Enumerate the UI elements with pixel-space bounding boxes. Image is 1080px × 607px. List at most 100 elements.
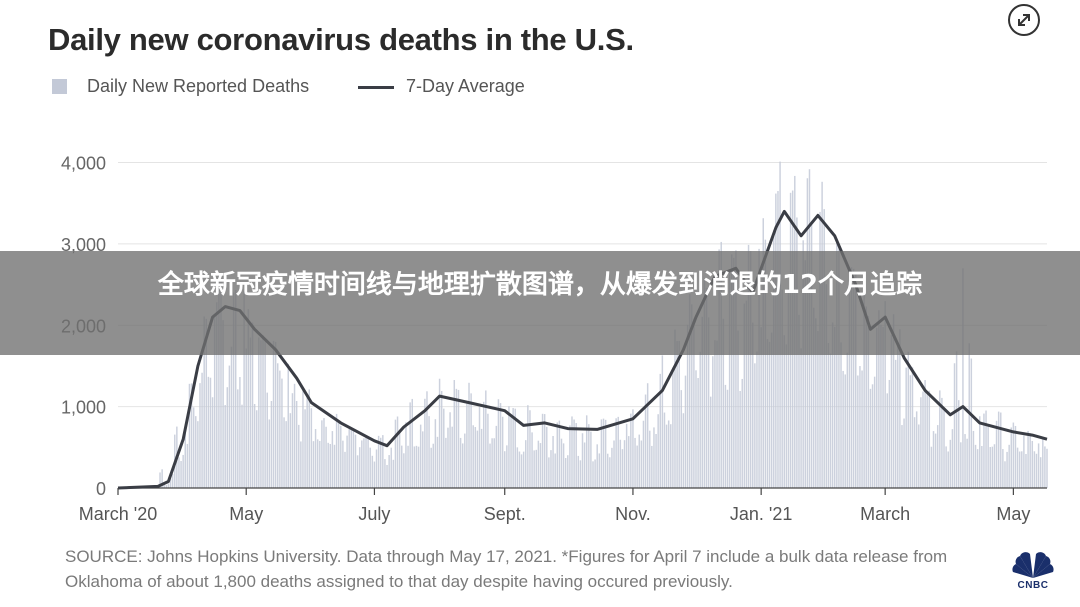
daily-death-bar xyxy=(192,407,195,488)
daily-death-bar xyxy=(251,322,254,488)
daily-death-bar xyxy=(453,380,456,488)
daily-death-bar xyxy=(798,314,800,488)
daily-death-bar xyxy=(890,334,893,488)
daily-death-bar xyxy=(382,435,384,488)
daily-death-bar xyxy=(997,411,1000,488)
daily-death-bar xyxy=(842,370,844,488)
daily-death-bar xyxy=(1004,461,1006,488)
expand-arrows-icon[interactable] xyxy=(1008,4,1040,36)
daily-death-bar xyxy=(388,455,390,488)
daily-death-bar xyxy=(293,383,296,488)
daily-death-bar xyxy=(190,383,193,488)
daily-death-bar xyxy=(943,408,945,488)
daily-death-bar xyxy=(810,223,813,488)
daily-death-bar xyxy=(1042,437,1044,488)
y-tick-label: 4,000 xyxy=(61,154,106,174)
daily-death-bar xyxy=(533,450,535,488)
daily-death-bar xyxy=(718,249,720,488)
daily-death-bar xyxy=(817,331,819,488)
daily-death-bar xyxy=(756,351,758,488)
daily-death-bar xyxy=(985,410,987,488)
daily-death-bar xyxy=(833,326,836,488)
daily-death-bar xyxy=(617,416,619,488)
daily-death-bar xyxy=(476,430,479,488)
daily-death-bar xyxy=(716,340,718,488)
daily-death-bar xyxy=(857,375,859,488)
daily-death-bar xyxy=(331,431,334,488)
daily-death-bar xyxy=(621,449,624,488)
daily-death-bar xyxy=(560,438,563,488)
daily-death-bar xyxy=(743,303,746,488)
daily-death-bar xyxy=(165,484,168,488)
daily-death-bar xyxy=(968,343,970,488)
daily-death-bar xyxy=(1046,448,1048,488)
daily-death-bar xyxy=(432,443,435,488)
daily-death-bar xyxy=(510,415,512,488)
daily-death-bar xyxy=(522,451,525,488)
daily-death-bar xyxy=(726,389,729,488)
daily-death-bar xyxy=(234,289,237,488)
daily-death-bar xyxy=(518,451,521,488)
daily-death-bar xyxy=(646,383,649,488)
daily-death-bar xyxy=(701,316,704,488)
daily-death-bar xyxy=(634,437,636,488)
daily-death-bar xyxy=(1037,443,1040,488)
daily-death-bar xyxy=(581,433,584,488)
daily-death-bar xyxy=(728,271,731,488)
daily-death-bar xyxy=(379,437,382,488)
daily-death-bar xyxy=(245,348,247,488)
daily-death-bar xyxy=(310,408,313,488)
daily-death-bar xyxy=(295,401,298,488)
daily-death-bar xyxy=(224,405,226,488)
daily-death-bar xyxy=(514,408,516,488)
daily-death-bar xyxy=(253,404,256,488)
daily-death-bar xyxy=(867,316,870,488)
daily-death-bar xyxy=(970,358,973,488)
daily-death-bar xyxy=(932,431,935,488)
daily-death-bar xyxy=(939,390,941,488)
daily-death-bar xyxy=(281,378,283,488)
daily-death-bar xyxy=(279,370,281,488)
daily-death-bar xyxy=(348,429,350,488)
daily-death-bar xyxy=(920,397,922,488)
daily-death-bar xyxy=(564,458,567,488)
daily-death-bar xyxy=(392,459,395,488)
daily-death-bar xyxy=(722,318,725,488)
daily-death-bar xyxy=(981,446,983,488)
daily-death-bar xyxy=(884,301,886,488)
daily-death-bar xyxy=(604,419,607,488)
daily-death-bar xyxy=(901,425,903,488)
daily-death-bar xyxy=(529,410,531,488)
daily-death-bar xyxy=(674,329,676,488)
daily-death-bar xyxy=(550,450,552,488)
daily-death-bar xyxy=(316,439,319,488)
daily-death-bar xyxy=(363,438,365,488)
daily-death-bar xyxy=(455,388,458,488)
daily-death-bar xyxy=(356,455,359,488)
daily-death-bar xyxy=(237,389,239,488)
daily-death-bar xyxy=(491,438,493,488)
daily-death-bar xyxy=(1039,457,1042,488)
daily-death-bar xyxy=(907,351,910,488)
daily-death-bar xyxy=(1021,451,1023,488)
daily-death-bar xyxy=(764,239,767,488)
daily-death-bar xyxy=(394,419,397,488)
daily-death-bar xyxy=(894,359,897,488)
daily-death-bar xyxy=(812,307,815,488)
daily-death-bar xyxy=(594,459,596,488)
daily-death-bar xyxy=(703,279,706,488)
daily-death-bar xyxy=(1027,430,1029,488)
daily-death-bar xyxy=(846,352,849,488)
daily-death-bar xyxy=(873,376,876,488)
daily-death-bar xyxy=(888,379,891,488)
daily-death-bar xyxy=(886,393,888,488)
daily-death-bar xyxy=(340,425,342,488)
daily-death-bar xyxy=(556,422,559,488)
daily-death-bar xyxy=(562,443,565,488)
daily-death-bar xyxy=(218,274,220,488)
daily-death-bar xyxy=(344,451,346,488)
daily-death-bar xyxy=(913,417,916,488)
daily-death-bar xyxy=(960,442,962,488)
daily-death-bar xyxy=(577,455,580,488)
x-tick-label: Nov. xyxy=(615,504,651,524)
